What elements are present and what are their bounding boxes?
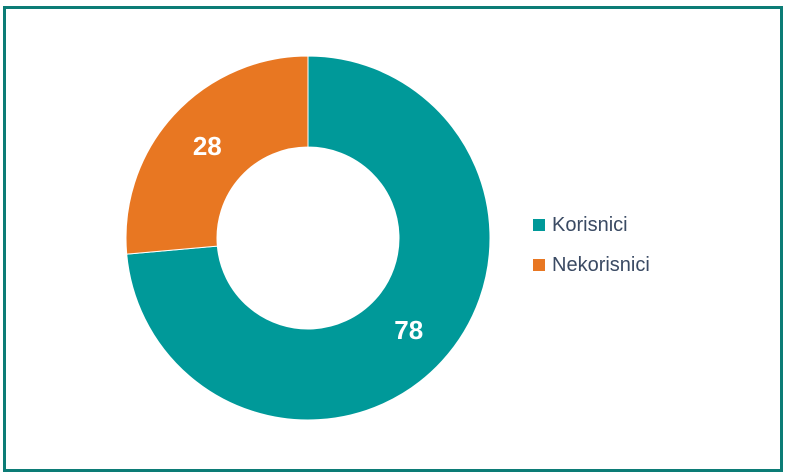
- data-labels: 78 28: [193, 131, 423, 345]
- data-label-korisnici: 78: [394, 315, 423, 345]
- legend-swatch-nekorisnici: [533, 259, 545, 271]
- slice-nekorisnici: [125, 55, 309, 255]
- donut-slices: [125, 55, 491, 421]
- legend-label-nekorisnici: Nekorisnici: [552, 254, 650, 276]
- data-label-nekorisnici: 28: [193, 131, 222, 161]
- legend-swatch-korisnici: [533, 219, 545, 231]
- legend: Korisnici Nekorisnici: [533, 214, 650, 276]
- legend-label-korisnici: Korisnici: [552, 214, 628, 236]
- slice-korisnici: [126, 55, 491, 421]
